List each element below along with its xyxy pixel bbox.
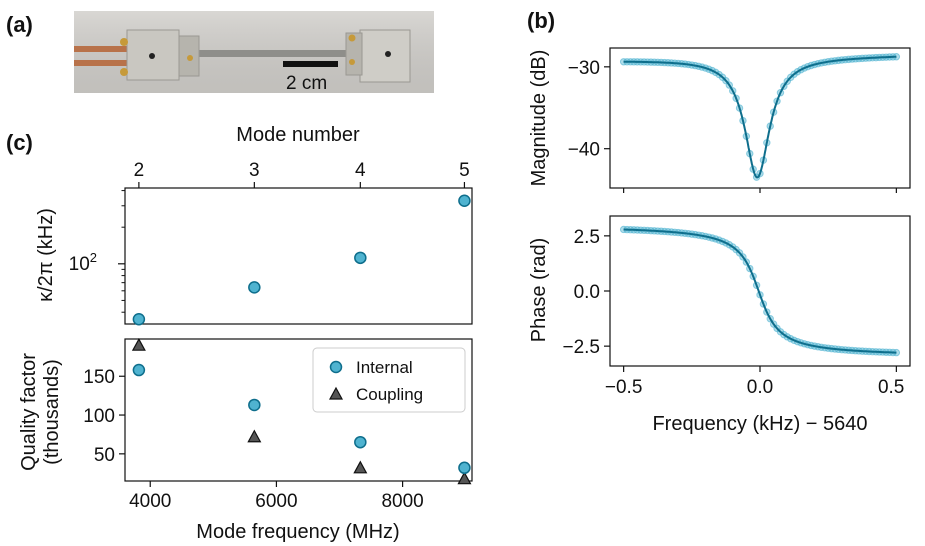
x-tick-label: 0.0 — [747, 377, 773, 398]
chart-b-bottom-xticks: −0.5 0.0 0.5 — [605, 366, 904, 398]
chart-b-bottom-yticks: 2.5 0.0 −2.5 — [562, 227, 610, 358]
chart-b-top-yticks: −30 −40 — [568, 58, 610, 161]
kappa-point — [248, 281, 261, 294]
top-tick-label: 3 — [249, 160, 260, 181]
kappa-point — [458, 194, 471, 207]
kappa-point — [132, 313, 146, 326]
device-photo: 2 cm — [74, 11, 434, 94]
right-clamp — [345, 32, 363, 76]
legend-internal-marker — [329, 360, 343, 374]
magnitude-fit-line — [623, 55, 897, 179]
chart-b-bottom: 2.5 0.0 −2.5 −0.5 0.0 0.5 Frequency (kHz) − … — [528, 215, 911, 435]
ytick-base: 10 — [69, 254, 90, 275]
internal-point — [248, 398, 261, 412]
coupling-point — [131, 337, 146, 351]
panel-label-c: (c) — [6, 130, 33, 155]
y-tick-label: 100 — [83, 406, 115, 427]
y-tick-label: 150 — [83, 367, 115, 388]
top-tick-label: 2 — [134, 160, 145, 181]
chart-c-bottom-points — [131, 337, 472, 485]
y-tick-label: −2.5 — [562, 337, 600, 358]
chart-b-bottom-xlabel: Frequency (kHz) − 5640 — [652, 413, 867, 435]
chart-c-top-frame — [124, 187, 473, 325]
x-tick-label: 6000 — [255, 491, 297, 512]
left-screw-bottom — [120, 68, 128, 76]
chart-b-bottom-frame — [609, 215, 911, 367]
right-block — [359, 29, 411, 83]
phase-fit-line — [623, 228, 897, 354]
right-hole — [385, 51, 391, 57]
chart-c-top-points — [132, 194, 471, 326]
y-tick-label: 50 — [94, 445, 115, 466]
chart-c-bottom-xlabel: Mode frequency (MHz) — [196, 521, 399, 543]
top-tick-label: 4 — [355, 160, 366, 181]
center-rod — [190, 50, 360, 57]
x-tick-label: 4000 — [129, 491, 171, 512]
chart-b-bottom-curve — [619, 225, 901, 357]
chart-c-bottom: 4000 6000 8000 50 100 150 Mode frequency (MH… — [18, 337, 473, 543]
copper-pipe-bottom — [74, 60, 134, 66]
y-tick-label: 2.5 — [574, 227, 600, 248]
chart-c-top-top-ticks: 2 3 4 5 — [134, 160, 470, 188]
chart-b-top-xticks — [623, 188, 897, 193]
x-tick-label: 0.5 — [878, 377, 904, 398]
chart-c-bottom-ylabel-line2: (thousands) — [41, 359, 63, 465]
y-tick-label: −30 — [568, 58, 600, 79]
left-screw-mid — [187, 55, 193, 61]
ytick-exponent: 2 — [90, 250, 97, 265]
panel-label-b: (b) — [527, 8, 555, 33]
left-screw-top — [120, 38, 128, 46]
chart-c-bottom-ylabel-line1: Quality factor — [18, 353, 40, 471]
top-tick-label: 5 — [459, 160, 470, 181]
legend-box — [312, 347, 466, 413]
chart-c-bottom-xticks: 4000 6000 8000 — [129, 481, 424, 512]
right-screw-mid — [349, 59, 355, 65]
chart-b-bottom-ylabel: Phase (rad) — [528, 238, 550, 343]
x-tick-label: 8000 — [381, 491, 423, 512]
scale-bar-label: 2 cm — [286, 73, 327, 94]
x-tick-label: −0.5 — [605, 377, 643, 398]
y-tick-label: −40 — [568, 140, 600, 161]
left-hole — [149, 53, 155, 59]
coupling-point — [353, 460, 368, 474]
chart-c-bottom-legend: Internal Coupling — [312, 347, 466, 413]
left-block — [126, 29, 180, 81]
right-screw-top — [348, 34, 356, 42]
chart-c-bottom-frame — [124, 338, 473, 482]
coupling-point — [247, 429, 262, 443]
scale-bar — [283, 61, 338, 67]
chart-c-bottom-yticks: 50 100 150 — [83, 367, 125, 466]
panel-label-a: (a) — [6, 12, 33, 37]
legend-internal-label: Internal — [356, 358, 413, 377]
chart-c-top-yticks — [118, 190, 125, 313]
legend-coupling-marker — [328, 386, 344, 400]
y-tick-label: 0.0 — [574, 282, 600, 303]
chart-c-top-top-xlabel: Mode number — [236, 124, 360, 146]
chart-b-top-frame — [609, 47, 911, 189]
coupling-point — [457, 471, 472, 485]
copper-pipe-top — [74, 46, 134, 52]
chart-c-top-ytick-label: 102 — [69, 250, 97, 275]
chart-b-top-curve — [619, 53, 901, 181]
legend-coupling-label: Coupling — [356, 385, 423, 404]
chart-b-top: −30 −40 Magnitude (dB) — [528, 47, 911, 193]
kappa-point — [354, 251, 367, 265]
internal-point — [354, 435, 367, 449]
chart-c-top-ylabel: κ/2π (kHz) — [35, 208, 57, 302]
internal-point — [132, 363, 146, 377]
internal-point — [458, 461, 471, 475]
chart-b-top-ylabel: Magnitude (dB) — [528, 50, 550, 187]
